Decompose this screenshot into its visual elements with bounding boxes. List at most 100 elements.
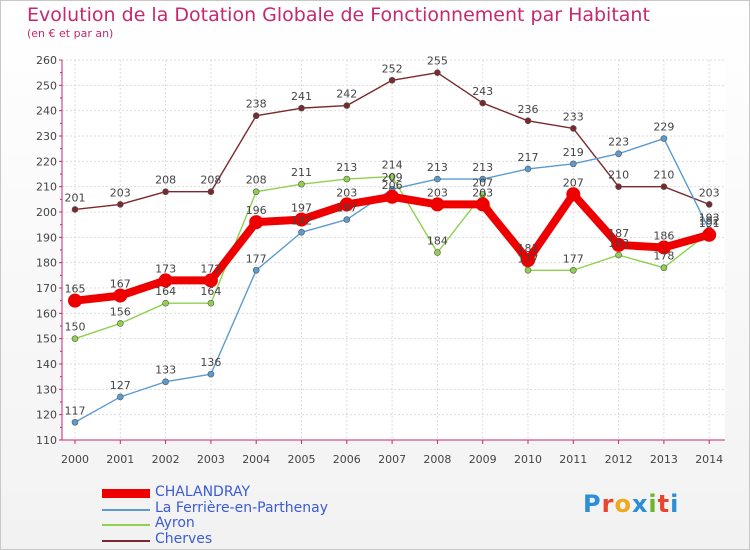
- data-label-la-ferri-re-en-parthenay: 133: [155, 364, 176, 377]
- y-tick-label: 140: [36, 358, 57, 371]
- data-point-ayron: [569, 266, 577, 274]
- x-tick-label: 2014: [695, 453, 723, 466]
- chart-title: Evolution de la Dotation Globale de Fonc…: [27, 4, 650, 26]
- data-label-ayron: 211: [291, 166, 312, 179]
- y-tick-label: 240: [36, 105, 57, 118]
- data-label-ayron: 178: [653, 250, 674, 263]
- x-tick-label: 2007: [378, 453, 406, 466]
- data-point-chalandray: [566, 187, 581, 202]
- data-point-chalandray: [158, 273, 173, 288]
- data-label-ayron: 156: [110, 305, 131, 318]
- chart-subtitle: (en € et par an): [27, 27, 114, 40]
- data-label-cherves: 203: [699, 186, 720, 199]
- data-label-chalandray: 203: [472, 186, 493, 199]
- x-tick-label: 2001: [106, 453, 134, 466]
- data-point-cherves: [252, 112, 260, 120]
- x-tick-label: 2009: [469, 453, 497, 466]
- data-label-chalandray: 196: [246, 204, 267, 217]
- data-label-chalandray: 173: [155, 262, 176, 275]
- data-label-cherves: 233: [563, 110, 584, 123]
- data-point-chalandray: [249, 215, 264, 230]
- data-point-ayron: [71, 335, 79, 342]
- data-point-ayron: [434, 249, 441, 256]
- y-tick-label: 110: [36, 434, 57, 447]
- data-point-la-ferri-re-en-parthenay: [569, 160, 577, 168]
- data-label-la-ferri-re-en-parthenay: 229: [653, 121, 674, 134]
- data-point-la-ferri-re-en-parthenay: [479, 175, 487, 183]
- x-tick-label: 2002: [152, 453, 180, 466]
- data-label-la-ferri-re-en-parthenay: 209: [382, 171, 403, 184]
- x-tick-label: 2011: [559, 453, 587, 466]
- data-point-chalandray: [430, 197, 445, 212]
- data-point-la-ferri-re-en-parthenay: [162, 378, 169, 386]
- data-label-cherves: 236: [518, 103, 539, 116]
- x-tick-label: 2008: [423, 453, 451, 466]
- data-label-ayron: 177: [518, 252, 539, 265]
- data-label-ayron: 164: [155, 285, 176, 298]
- logo-letter: P: [583, 490, 602, 518]
- y-tick-label: 190: [36, 231, 57, 244]
- data-label-ayron: 207: [472, 176, 493, 189]
- data-point-cherves: [615, 183, 622, 190]
- x-tick-label: 2004: [242, 453, 270, 466]
- data-label-la-ferri-re-en-parthenay: 223: [608, 136, 629, 149]
- data-label-ayron: 213: [336, 161, 357, 174]
- data-point-chalandray: [339, 197, 354, 212]
- data-label-cherves: 208: [200, 174, 221, 187]
- data-point-ayron: [162, 299, 169, 307]
- data-label-la-ferri-re-en-parthenay: 177: [246, 252, 267, 265]
- y-tick-label: 180: [36, 257, 57, 270]
- data-point-ayron: [524, 266, 532, 274]
- legend-label-ayron: Ayron: [155, 515, 195, 531]
- data-point-chalandray: [521, 253, 535, 268]
- data-point-la-ferri-re-en-parthenay: [660, 135, 668, 142]
- data-label-chalandray: 203: [336, 186, 357, 199]
- data-point-chalandray: [702, 227, 717, 242]
- data-point-cherves: [117, 201, 124, 208]
- data-point-la-ferri-re-en-parthenay: [343, 216, 351, 223]
- data-label-la-ferri-re-en-parthenay: 213: [472, 161, 493, 174]
- data-point-cherves: [479, 99, 487, 107]
- data-point-cherves: [524, 117, 532, 125]
- data-point-ayron: [298, 180, 305, 188]
- data-label-cherves: 238: [246, 98, 267, 111]
- data-label-cherves: 252: [382, 62, 403, 75]
- legend-label-chalandray: CHALANDRAY: [155, 484, 251, 500]
- data-label-la-ferri-re-en-parthenay: 193: [699, 212, 720, 225]
- data-point-chalandray: [385, 189, 400, 204]
- logo-letter: i: [670, 490, 680, 518]
- y-tick-label: 230: [36, 130, 57, 143]
- y-tick-label: 260: [36, 54, 57, 67]
- data-point-ayron: [117, 320, 124, 327]
- data-label-chalandray: 165: [65, 283, 86, 296]
- data-label-chalandray: 181: [518, 242, 539, 255]
- data-label-la-ferri-re-en-parthenay: 217: [518, 151, 539, 164]
- data-point-cherves: [434, 69, 441, 76]
- data-point-chalandray: [611, 237, 626, 252]
- data-point-chalandray: [475, 197, 490, 212]
- data-label-chalandray: 186: [653, 229, 674, 242]
- data-point-cherves: [71, 206, 79, 213]
- data-point-chalandray: [203, 273, 218, 288]
- data-label-chalandray: 197: [291, 202, 312, 215]
- x-tick-label: 2013: [650, 453, 678, 466]
- data-point-la-ferri-re-en-parthenay: [524, 165, 532, 173]
- data-label-la-ferri-re-en-parthenay: 219: [563, 146, 584, 159]
- logo-letter: i: [648, 490, 658, 518]
- data-label-ayron: 164: [200, 285, 221, 298]
- data-label-cherves: 201: [65, 191, 86, 204]
- y-tick-label: 220: [36, 155, 57, 168]
- data-label-ayron: 214: [382, 159, 403, 172]
- data-point-cherves: [388, 76, 396, 84]
- logo-letter: r: [601, 490, 615, 518]
- data-label-cherves: 210: [653, 169, 674, 182]
- data-point-la-ferri-re-en-parthenay: [434, 175, 441, 183]
- y-tick-label: 170: [36, 282, 57, 295]
- data-label-ayron: 183: [608, 237, 629, 250]
- data-label-ayron: 150: [65, 321, 86, 334]
- data-label-la-ferri-re-en-parthenay: 127: [110, 379, 131, 392]
- data-point-cherves: [207, 188, 215, 196]
- x-tick-label: 2005: [288, 453, 316, 466]
- logo-letter: x: [631, 490, 649, 518]
